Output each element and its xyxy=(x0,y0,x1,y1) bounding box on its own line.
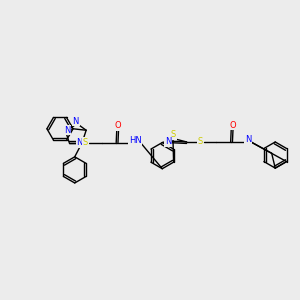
Text: N: N xyxy=(165,137,171,146)
Text: N: N xyxy=(245,135,251,144)
Text: O: O xyxy=(114,121,121,130)
Text: N: N xyxy=(64,126,71,135)
Text: O: O xyxy=(229,121,236,130)
Text: S: S xyxy=(197,137,203,146)
Text: HN: HN xyxy=(129,136,142,145)
Text: S: S xyxy=(83,138,88,147)
Text: S: S xyxy=(171,130,176,139)
Text: N: N xyxy=(73,117,79,126)
Text: N: N xyxy=(76,138,83,147)
